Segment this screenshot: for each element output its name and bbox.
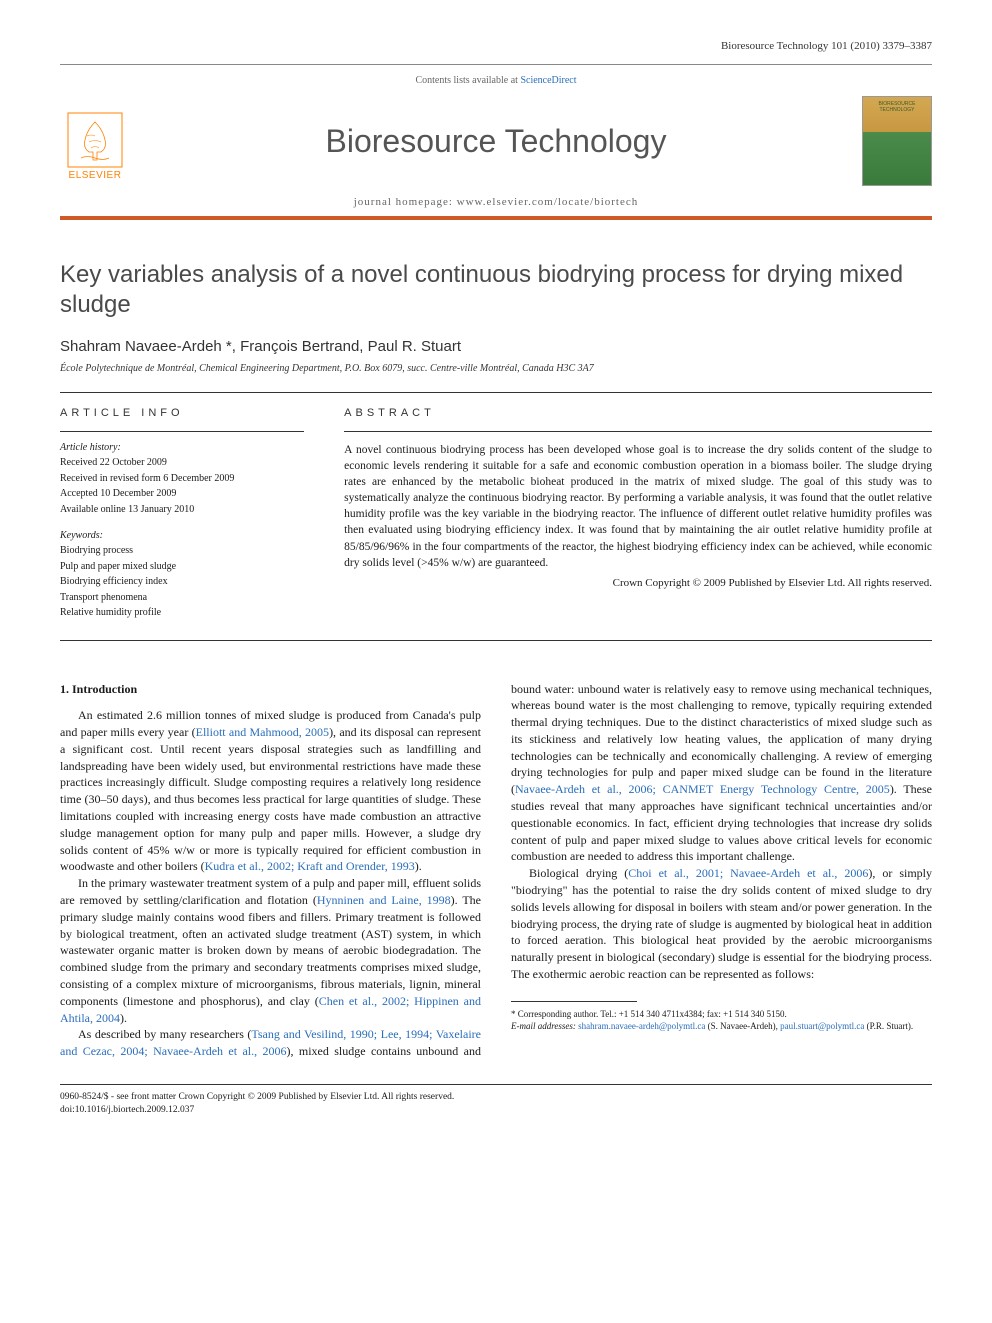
article-info-col: ARTICLE INFO Article history: Received 2… (60, 407, 304, 622)
email-link[interactable]: shahram.navaee-ardeh@polymtl.ca (578, 1021, 705, 1031)
footer-doi: doi:10.1016/j.biortech.2009.12.037 (60, 1104, 932, 1117)
meta-row: ARTICLE INFO Article history: Received 2… (60, 407, 932, 622)
running-header: Bioresource Technology 101 (2010) 3379–3… (60, 40, 932, 52)
body-text: ). The primary sludge mainly contains wo… (60, 893, 481, 1008)
article-title: Key variables analysis of a novel contin… (60, 260, 932, 320)
history-item: Accepted 10 December 2009 (60, 487, 304, 501)
keywords-label: Keywords: (60, 530, 304, 541)
keyword-item: Pulp and paper mixed sludge (60, 560, 304, 574)
footnote-separator (511, 1001, 637, 1002)
abstract-col: ABSTRACT A novel continuous biodrying pr… (344, 407, 932, 622)
journal-cover-thumb (862, 96, 932, 186)
contents-list-line: Contents lists available at ScienceDirec… (60, 75, 932, 86)
ref-link[interactable]: Elliott and Mahmood, 2005 (196, 725, 329, 739)
sciencedirect-link[interactable]: ScienceDirect (520, 75, 576, 86)
email-footnote: E-mail addresses: shahram.navaee-ardeh@p… (511, 1020, 932, 1032)
history-item: Available online 13 January 2010 (60, 503, 304, 517)
page-footer: 0960-8524/$ - see front matter Crown Cop… (60, 1084, 932, 1117)
author-list: Shahram Navaee-Ardeh *, François Bertran… (60, 338, 461, 355)
email-who: (P.R. Stuart). (864, 1021, 913, 1031)
publisher-logo: ELSEVIER (60, 101, 130, 181)
authors: Shahram Navaee-Ardeh *, François Bertran… (60, 338, 932, 355)
affiliation: École Polytechnique de Montréal, Chemica… (60, 363, 932, 374)
history-item: Received in revised form 6 December 2009 (60, 472, 304, 486)
history-label: Article history: (60, 442, 304, 453)
body-text: ), and its disposal can represent a sign… (60, 725, 481, 873)
section-heading-intro: 1. Introduction (60, 681, 481, 698)
masthead: Contents lists available at ScienceDirec… (60, 64, 932, 220)
contents-list-prefix: Contents lists available at (415, 75, 520, 86)
ref-link[interactable]: Kudra et al., 2002; Kraft and Orender, 1… (205, 859, 415, 873)
corresponding-author-footnote: * Corresponding author. Tel.: +1 514 340… (511, 1008, 932, 1020)
footer-copyright: 0960-8524/$ - see front matter Crown Cop… (60, 1091, 932, 1104)
journal-title: Bioresource Technology (150, 123, 842, 160)
divider-bottom (60, 640, 932, 641)
email-label: E-mail addresses: (511, 1021, 576, 1031)
keyword-item: Relative humidity profile (60, 606, 304, 620)
body-text: Biological drying ( (529, 866, 628, 880)
abstract-copyright: Crown Copyright © 2009 Published by Else… (344, 577, 932, 589)
divider-top (60, 392, 932, 393)
body-paragraph: In the primary wastewater treatment syst… (60, 875, 481, 1026)
history-item: Received 22 October 2009 (60, 456, 304, 470)
keyword-item: Transport phenomena (60, 591, 304, 605)
body-text: ). (415, 859, 422, 873)
body-text: ). (120, 1011, 127, 1025)
body-text: As described by many researchers ( (78, 1027, 251, 1041)
journal-homepage: journal homepage: www.elsevier.com/locat… (60, 196, 932, 208)
ref-link[interactable]: Navaee-Ardeh et al., 2006; CANMET Energy… (515, 782, 890, 796)
email-who: (S. Navaee-Ardeh), (705, 1021, 780, 1031)
article-info-heading: ARTICLE INFO (60, 407, 304, 419)
ref-link[interactable]: Hynninen and Laine, 1998 (317, 893, 451, 907)
footnote-block: * Corresponding author. Tel.: +1 514 340… (511, 1001, 932, 1032)
publisher-name: ELSEVIER (69, 170, 122, 181)
keyword-item: Biodrying efficiency index (60, 575, 304, 589)
ref-link[interactable]: Choi et al., 2001; Navaee-Ardeh et al., … (628, 866, 868, 880)
body-paragraph: An estimated 2.6 million tonnes of mixed… (60, 707, 481, 875)
body-paragraph: Biological drying (Choi et al., 2001; Na… (511, 865, 932, 983)
info-divider (60, 431, 304, 432)
page-container: Bioresource Technology 101 (2010) 3379–3… (0, 0, 992, 1147)
body-text: ), or simply "biodrying" has the potenti… (511, 866, 932, 981)
keyword-item: Biodrying process (60, 544, 304, 558)
abstract-heading: ABSTRACT (344, 407, 932, 419)
email-link[interactable]: paul.stuart@polymtl.ca (780, 1021, 864, 1031)
body-columns: 1. Introduction An estimated 2.6 million… (60, 681, 932, 1061)
abstract-text: A novel continuous biodrying process has… (344, 442, 932, 571)
abstract-divider (344, 431, 932, 432)
elsevier-tree-icon (67, 112, 123, 168)
